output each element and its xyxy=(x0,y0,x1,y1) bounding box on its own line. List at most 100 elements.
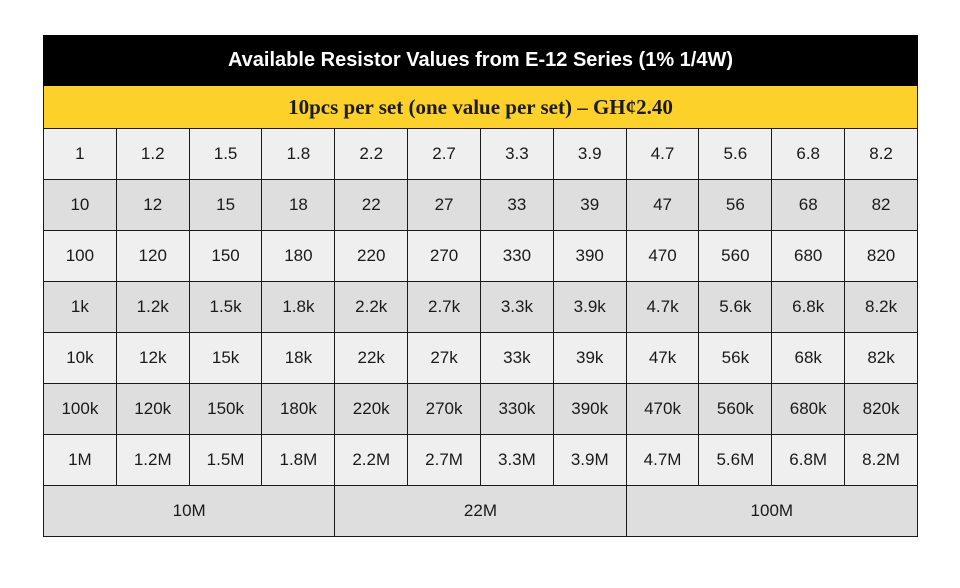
resistor-value-cell: 1 xyxy=(43,128,117,180)
resistor-value-cell: 2.7 xyxy=(407,128,481,180)
resistor-value-cell: 5.6 xyxy=(698,128,773,180)
resistor-value-cell: 1.8k xyxy=(261,281,336,333)
resistor-value-cell: 5.6M xyxy=(698,434,773,486)
resistor-value-cell: 1.8M xyxy=(261,434,336,486)
resistor-value-cell: 820k xyxy=(844,383,918,435)
resistor-value-cell: 3.9k xyxy=(552,281,627,333)
resistor-value-cell: 8.2k xyxy=(844,281,918,333)
table-row: 1M 1.2M 1.5M 1.8M 2.2M 2.7M 3.3M 3.9M 4.7M 5.6M 6.… xyxy=(43,434,918,486)
resistor-value-cell: 3.3 xyxy=(479,128,554,180)
resistor-value-cell: 390 xyxy=(552,230,627,282)
resistor-value-cell: 4.7M xyxy=(625,434,700,486)
resistor-value-cell: 220 xyxy=(334,230,409,282)
resistor-value-cell: 82 xyxy=(844,179,918,231)
resistor-value-cell: 3.9M xyxy=(552,434,627,486)
resistor-value-cell: 180k xyxy=(261,383,336,435)
resistor-value-cell: 100k xyxy=(43,383,117,435)
resistor-value-cell: 12k xyxy=(115,332,190,384)
table-row: 10k 12k 15k 18k 22k 27k 33k 39k 47k 56k 68k 82k xyxy=(43,332,918,384)
resistor-value-cell: 1.2k xyxy=(115,281,190,333)
resistor-value-cell: 22 xyxy=(334,179,409,231)
resistor-value-cell: 10 xyxy=(43,179,117,231)
resistor-value-cell: 56k xyxy=(698,332,773,384)
resistor-value-cell: 100 xyxy=(43,230,117,282)
resistor-value-cell: 270k xyxy=(407,383,481,435)
table-row: 100 120 150 180 220 270 330 390 470 560 680 820 xyxy=(43,230,918,282)
resistor-value-cell: 470k xyxy=(625,383,700,435)
resistor-value-cell: 100M xyxy=(625,485,919,537)
resistor-value-cell: 2.7M xyxy=(407,434,481,486)
resistor-value-cell: 1.5k xyxy=(188,281,263,333)
resistor-value-cell: 120k xyxy=(115,383,190,435)
resistor-value-cell: 39k xyxy=(552,332,627,384)
resistor-value-cell: 2.2 xyxy=(334,128,409,180)
resistor-value-cell: 6.8k xyxy=(771,281,846,333)
resistor-value-cell: 2.7k xyxy=(407,281,481,333)
resistor-value-cell: 680 xyxy=(771,230,846,282)
resistor-value-cell: 15 xyxy=(188,179,263,231)
resistor-value-cell: 27 xyxy=(407,179,481,231)
title-row: Available Resistor Values from E-12 Seri… xyxy=(43,35,918,86)
resistor-value-cell: 560 xyxy=(698,230,773,282)
resistor-values-table: Available Resistor Values from E-12 Seri… xyxy=(42,35,919,537)
resistor-value-cell: 3.3M xyxy=(479,434,554,486)
resistor-value-cell: 15k xyxy=(188,332,263,384)
resistor-value-cell: 330 xyxy=(479,230,554,282)
resistor-value-cell: 4.7 xyxy=(625,128,700,180)
resistor-value-cell: 820 xyxy=(844,230,918,282)
resistor-value-cell: 680k xyxy=(771,383,846,435)
resistor-value-cell: 1.5M xyxy=(188,434,263,486)
resistor-value-cell: 1.8 xyxy=(261,128,336,180)
resistor-value-cell: 150 xyxy=(188,230,263,282)
resistor-value-cell: 8.2 xyxy=(844,128,918,180)
price-subtitle: 10pcs per set (one value per set) – GH¢2… xyxy=(43,85,918,129)
resistor-value-cell: 470 xyxy=(625,230,700,282)
resistor-value-cell: 12 xyxy=(115,179,190,231)
resistor-value-cell: 390k xyxy=(552,383,627,435)
table-row: 10 12 15 18 22 27 33 39 47 56 68 82 xyxy=(43,179,918,231)
resistor-value-cell: 150k xyxy=(188,383,263,435)
subtitle-row: 10pcs per set (one value per set) – GH¢2… xyxy=(43,85,918,129)
resistor-value-cell: 1k xyxy=(43,281,117,333)
resistor-value-cell: 3.9 xyxy=(552,128,627,180)
resistor-value-cell: 22M xyxy=(334,485,627,537)
resistor-value-cell: 56 xyxy=(698,179,773,231)
resistor-value-cell: 1M xyxy=(43,434,117,486)
resistor-value-cell: 33k xyxy=(479,332,554,384)
resistor-value-cell: 270 xyxy=(407,230,481,282)
resistor-value-cell: 6.8M xyxy=(771,434,846,486)
table-row: 1k 1.2k 1.5k 1.8k 2.2k 2.7k 3.3k 3.9k 4.7k 5.6k 6.… xyxy=(43,281,918,333)
resistor-value-cell: 120 xyxy=(115,230,190,282)
resistor-value-cell: 330k xyxy=(479,383,554,435)
resistor-value-cell: 47 xyxy=(625,179,700,231)
table-row-last: 10M 22M 100M xyxy=(42,485,919,537)
resistor-value-cell: 10M xyxy=(42,485,336,537)
table-body: 1 1.2 1.5 1.8 2.2 2.7 3.3 3.9 4.7 5.6 6.8 8.2 10 12 15… xyxy=(42,128,919,537)
resistor-value-cell: 1.2M xyxy=(115,434,190,486)
resistor-value-cell: 1.2 xyxy=(115,128,190,180)
resistor-value-cell: 27k xyxy=(407,332,481,384)
table-row: 1 1.2 1.5 1.8 2.2 2.7 3.3 3.9 4.7 5.6 6.8 8.2 xyxy=(43,128,918,180)
resistor-value-cell: 6.8 xyxy=(771,128,846,180)
resistor-value-cell: 2.2M xyxy=(334,434,409,486)
resistor-value-cell: 18 xyxy=(261,179,336,231)
resistor-value-cell: 3.3k xyxy=(479,281,554,333)
resistor-value-cell: 5.6k xyxy=(698,281,773,333)
resistor-value-cell: 82k xyxy=(844,332,918,384)
resistor-value-cell: 4.7k xyxy=(625,281,700,333)
resistor-value-cell: 180 xyxy=(261,230,336,282)
table-row: 100k 120k 150k 180k 220k 270k 330k 390k 470k 560k… xyxy=(43,383,918,435)
resistor-value-cell: 1.5 xyxy=(188,128,263,180)
resistor-value-cell: 2.2k xyxy=(334,281,409,333)
resistor-value-cell: 47k xyxy=(625,332,700,384)
resistor-value-cell: 18k xyxy=(261,332,336,384)
table-title: Available Resistor Values from E-12 Seri… xyxy=(43,35,918,86)
resistor-value-cell: 560k xyxy=(698,383,773,435)
resistor-value-cell: 68k xyxy=(771,332,846,384)
resistor-value-cell: 220k xyxy=(334,383,409,435)
resistor-value-cell: 10k xyxy=(43,332,117,384)
resistor-table-container: Available Resistor Values from E-12 Seri… xyxy=(42,35,919,537)
resistor-value-cell: 33 xyxy=(479,179,554,231)
resistor-value-cell: 68 xyxy=(771,179,846,231)
resistor-value-cell: 8.2M xyxy=(844,434,918,486)
